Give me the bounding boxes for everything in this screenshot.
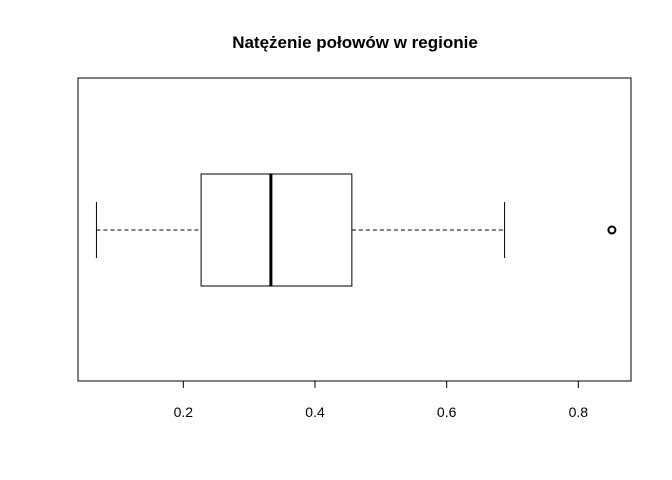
plot-frame bbox=[77, 77, 632, 382]
x-tick-label-2: 0.6 bbox=[437, 404, 457, 420]
chart-title: Natężenie połowów w regionie bbox=[232, 33, 478, 52]
outlier-point-0 bbox=[607, 225, 617, 235]
iqr-box bbox=[200, 173, 353, 287]
x-tick-label-0: 0.2 bbox=[174, 404, 194, 420]
x-tick-label-3: 0.8 bbox=[569, 404, 589, 420]
x-tick-label-1: 0.4 bbox=[305, 404, 325, 420]
